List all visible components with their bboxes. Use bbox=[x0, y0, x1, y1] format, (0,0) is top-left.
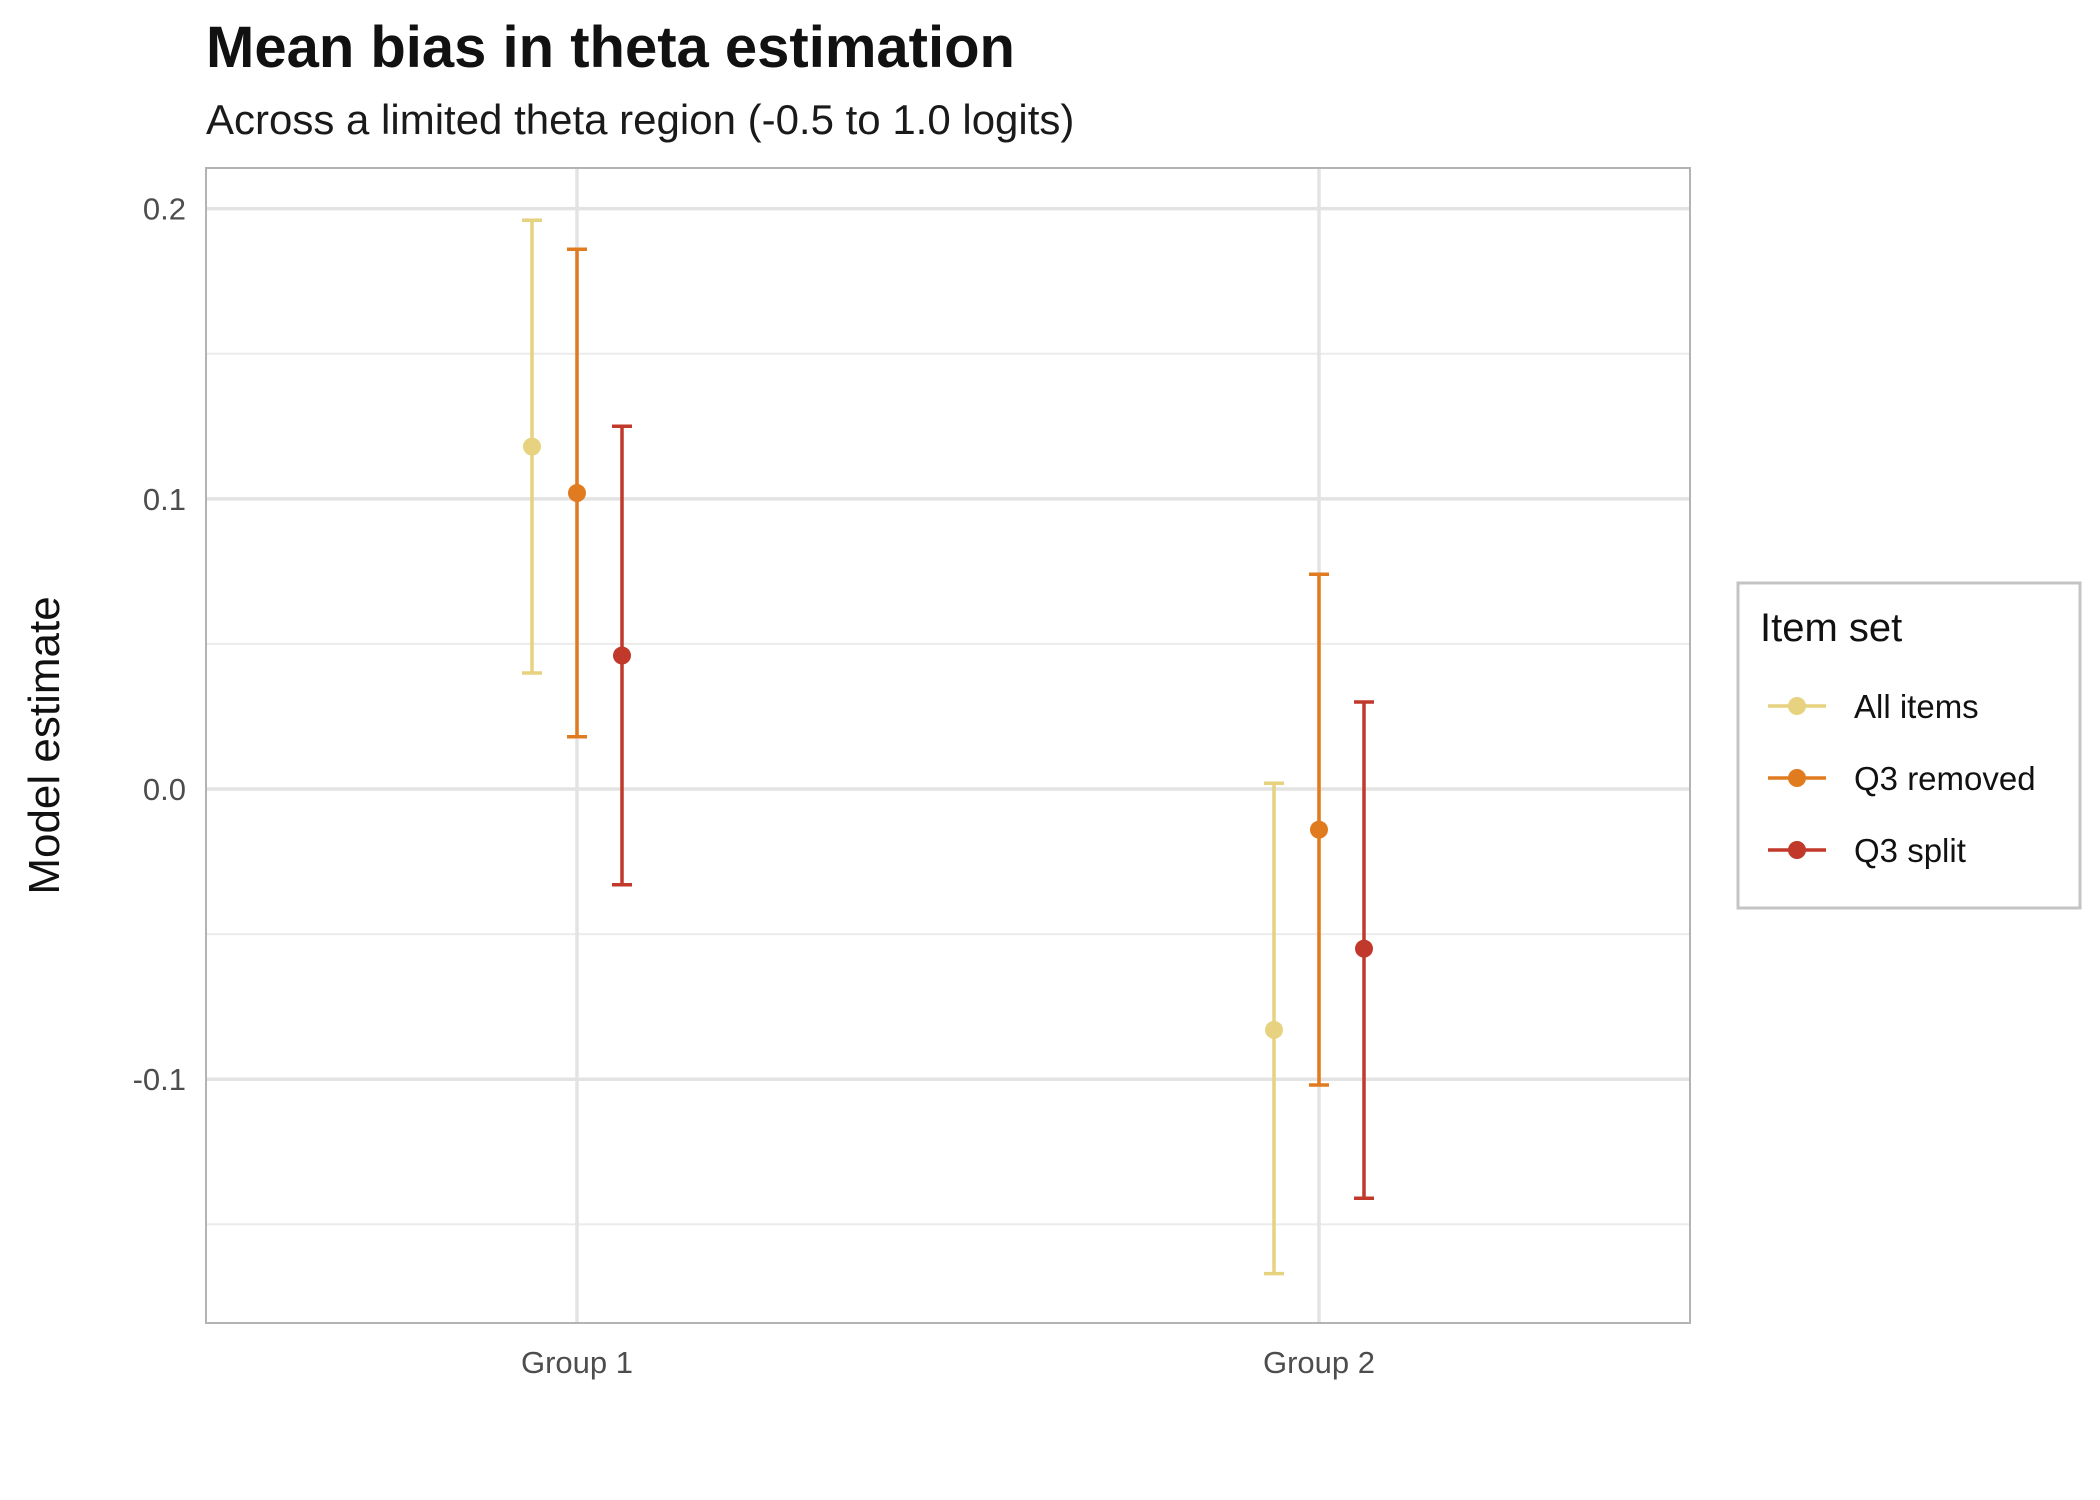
legend: Item set All items Q3 removed Q3 split bbox=[1736, 581, 2082, 910]
legend-label: Q3 split bbox=[1854, 832, 1966, 869]
y-tick-label: 0.0 bbox=[143, 772, 186, 807]
y-tick-label: -0.1 bbox=[133, 1062, 186, 1097]
legend-key-point bbox=[1788, 697, 1806, 715]
data-point bbox=[613, 646, 631, 665]
y-tick-label: 0.1 bbox=[143, 482, 186, 517]
legend-key-point bbox=[1788, 769, 1806, 787]
grid-lines bbox=[206, 168, 1690, 1323]
legend-key-point bbox=[1788, 841, 1806, 859]
legend-label: All items bbox=[1854, 688, 1979, 725]
chart-marks bbox=[522, 218, 1374, 1276]
data-point bbox=[1355, 939, 1373, 958]
plot-panel-border bbox=[205, 167, 1691, 1324]
data-point bbox=[523, 437, 541, 456]
data-point bbox=[1310, 820, 1328, 839]
legend-title: Item set bbox=[1760, 606, 1902, 650]
y-axis-title: Model estimate bbox=[20, 596, 69, 894]
axis-ticks: -0.1 0.0 0.1 0.2 Group 1 Group 2 bbox=[133, 192, 1375, 1380]
data-point bbox=[568, 484, 586, 503]
chart-title: Mean bias in theta estimation bbox=[206, 15, 1015, 80]
legend-label: Q3 removed bbox=[1854, 760, 2036, 797]
y-tick-label: 0.2 bbox=[143, 192, 186, 227]
x-tick-label: Group 2 bbox=[1263, 1345, 1375, 1380]
chart-subtitle: Across a limited theta region (-0.5 to 1… bbox=[206, 96, 1075, 143]
data-point bbox=[1265, 1020, 1283, 1039]
x-tick-label: Group 1 bbox=[521, 1345, 633, 1380]
